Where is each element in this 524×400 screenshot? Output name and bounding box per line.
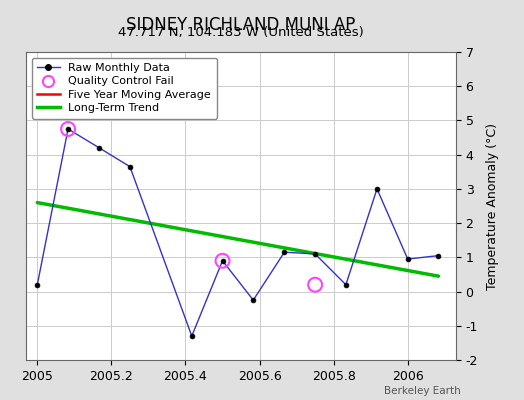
Title: SIDNEY RICHLAND MUNI AP: SIDNEY RICHLAND MUNI AP	[126, 16, 356, 34]
Text: 47.717 N, 104.183 W (United States): 47.717 N, 104.183 W (United States)	[118, 26, 364, 39]
Legend: Raw Monthly Data, Quality Control Fail, Five Year Moving Average, Long-Term Tren: Raw Monthly Data, Quality Control Fail, …	[32, 58, 217, 119]
Point	[311, 282, 319, 288]
Point	[64, 126, 72, 132]
Y-axis label: Temperature Anomaly (°C): Temperature Anomaly (°C)	[486, 122, 499, 290]
Text: Berkeley Earth: Berkeley Earth	[385, 386, 461, 396]
Point	[219, 258, 227, 264]
